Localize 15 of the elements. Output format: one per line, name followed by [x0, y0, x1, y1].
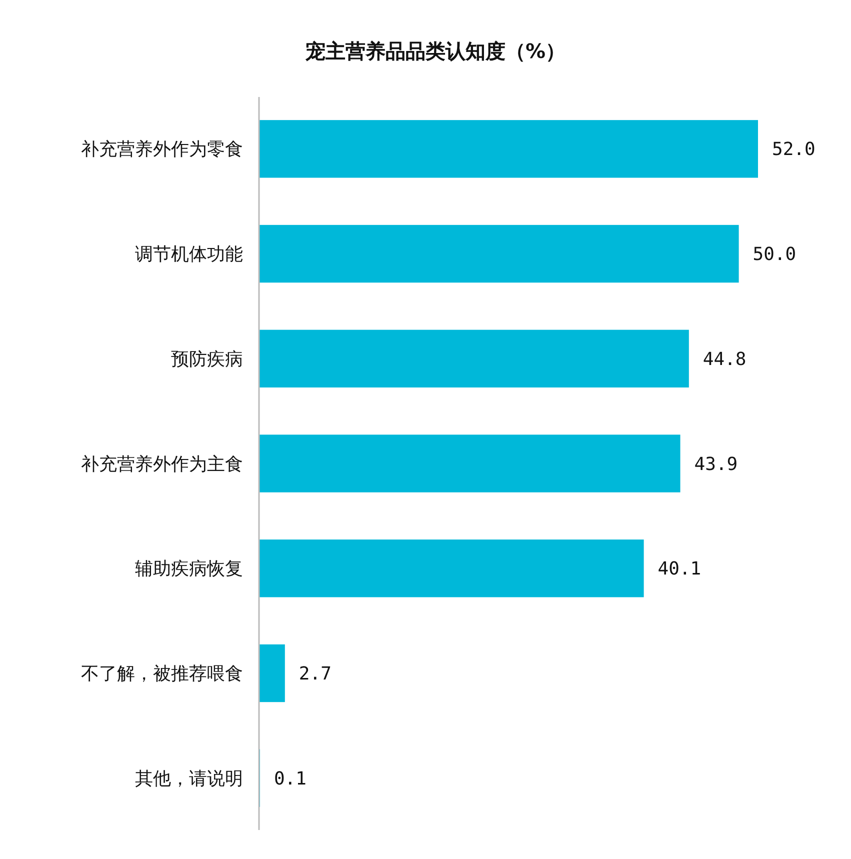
y-tick-label: 调节机体功能 [135, 244, 243, 266]
data-label: 44.8 [702, 348, 746, 370]
data-label: 43.9 [694, 454, 738, 475]
data-label: 0.1 [274, 768, 306, 790]
y-tick-label: 补充营养外作为零食 [81, 139, 243, 160]
y-tick-label: 辅助疾病恢复 [135, 558, 243, 580]
y-tick-label: 预防疾病 [171, 348, 243, 370]
y-tick-label: 不了解，被推荐喂食 [81, 664, 243, 685]
data-label: 50.0 [752, 244, 796, 266]
chart-title: 宠主营养品品类认知度（%） [304, 39, 566, 63]
y-tick-label: 补充营养外作为主食 [81, 454, 243, 475]
data-label: 52.0 [772, 139, 816, 160]
data-label: 40.1 [658, 558, 702, 580]
y-tick-label: 其他，请说明 [135, 768, 243, 790]
data-label: 2.7 [298, 664, 332, 685]
